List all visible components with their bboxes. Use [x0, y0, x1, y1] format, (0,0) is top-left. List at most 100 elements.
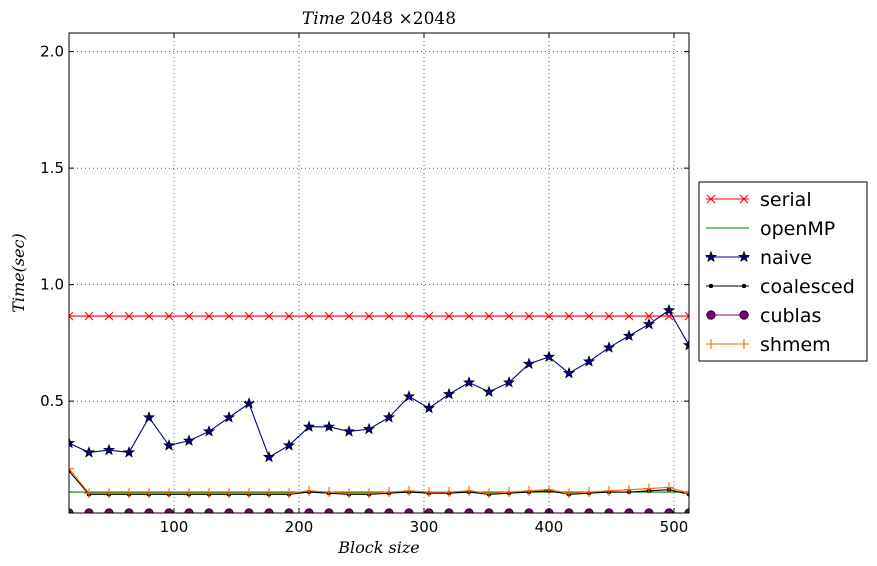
data-point-shmem	[84, 488, 94, 499]
data-point-shmem	[284, 488, 294, 499]
data-point-shmem	[264, 488, 274, 499]
data-point-naive	[82, 446, 96, 458]
legend-marker	[741, 283, 747, 289]
data-point-shmem	[544, 484, 554, 495]
data-point-serial	[124, 311, 134, 321]
legend-marker	[706, 339, 716, 349]
data-point-naive	[402, 390, 416, 402]
plot-background	[69, 33, 689, 513]
data-point-naive	[182, 434, 196, 446]
x-tick-label: 200	[285, 518, 314, 536]
y-tick-label: 0.5	[40, 392, 64, 410]
data-point-serial	[584, 311, 594, 321]
x-tick-label: 400	[535, 518, 564, 536]
legend-item-cublas: cublas	[706, 305, 821, 327]
data-point-naive	[602, 341, 616, 353]
legend-marker	[708, 283, 714, 289]
data-point-serial	[324, 311, 334, 321]
legend-label: serial	[760, 189, 812, 211]
data-point-serial	[604, 311, 614, 321]
data-point-naive	[262, 450, 276, 463]
data-point-shmem	[604, 485, 614, 496]
data-point-shmem	[164, 488, 174, 499]
data-point-shmem	[344, 488, 354, 499]
grid-lines	[69, 33, 689, 513]
series-line-coalesced	[69, 470, 689, 495]
series-shmem	[69, 463, 689, 499]
data-point-shmem	[624, 484, 634, 495]
legend: serial openMP naive coalesced cublas shmem	[698, 181, 868, 362]
legend-label: openMP	[760, 218, 835, 240]
legend-marker	[739, 339, 749, 349]
data-point-shmem	[424, 487, 434, 498]
x-tick-label: 500	[660, 518, 689, 536]
legend-label: shmem	[760, 334, 831, 356]
data-point-shmem	[124, 488, 134, 499]
data-point-shmem	[104, 488, 114, 499]
tick-labels: 100 200 300 400 500 0.5 1.0 1.5 2.0	[40, 43, 688, 536]
data-point-shmem	[504, 487, 514, 498]
data-point-naive	[69, 436, 76, 449]
data-point-serial	[524, 311, 534, 321]
data-point-shmem	[204, 488, 214, 499]
series-layer	[69, 303, 689, 513]
data-point-shmem	[69, 463, 74, 474]
data-point-naive	[422, 401, 436, 414]
legend-item-coalesced: coalesced	[706, 276, 855, 298]
data-point-naive	[282, 439, 296, 451]
legend-label: cublas	[760, 305, 821, 327]
data-point-serial	[404, 311, 414, 321]
legend-marker	[706, 310, 716, 320]
legend-marker	[737, 250, 751, 263]
data-point-shmem	[464, 485, 474, 496]
data-point-serial	[204, 311, 214, 321]
data-point-naive	[622, 329, 636, 342]
legend-frame	[698, 181, 868, 362]
data-point-naive	[222, 411, 236, 423]
data-point-shmem	[364, 488, 374, 499]
data-point-serial	[364, 311, 374, 321]
legend-item-naive: naive	[704, 247, 812, 269]
series-serial	[69, 311, 689, 321]
y-tick-label: 1.5	[40, 159, 64, 177]
data-point-serial	[504, 311, 514, 321]
chart-title: Time 2048 ×2048	[302, 9, 456, 29]
y-axis-title: Time(sec)	[9, 233, 28, 313]
y-tick-label: 2.0	[40, 43, 64, 61]
data-point-serial	[464, 311, 474, 321]
data-point-serial	[624, 311, 634, 321]
data-point-serial	[304, 311, 314, 321]
data-point-shmem	[324, 487, 334, 498]
data-point-shmem	[644, 483, 654, 494]
data-point-naive	[542, 350, 556, 363]
data-point-serial	[444, 311, 454, 321]
data-point-naive	[122, 446, 136, 458]
series-cublas	[69, 508, 689, 513]
data-point-naive	[382, 411, 396, 423]
data-point-shmem	[244, 488, 254, 499]
data-point-shmem	[224, 488, 234, 499]
data-point-serial	[644, 311, 654, 321]
data-point-serial	[264, 311, 274, 321]
data-point-naive	[242, 397, 256, 409]
data-point-serial	[424, 311, 434, 321]
chart-title-rest: 2048 ×2048	[350, 9, 456, 29]
x-tick-label: 100	[160, 518, 189, 536]
data-point-shmem	[524, 485, 534, 496]
data-point-naive	[202, 425, 216, 437]
data-point-shmem	[684, 488, 689, 499]
plot-frame	[68, 32, 690, 514]
data-point-shmem	[384, 487, 394, 498]
data-point-naive	[162, 439, 176, 451]
data-point-shmem	[184, 488, 194, 499]
data-point-naive	[142, 411, 156, 423]
legend-marker	[739, 194, 749, 204]
data-point-serial	[144, 311, 154, 321]
data-point-naive	[462, 376, 476, 388]
data-point-shmem	[304, 485, 314, 496]
legend-label: naive	[760, 247, 812, 269]
data-point-serial	[84, 311, 94, 321]
data-point-serial	[284, 311, 294, 321]
data-point-naive	[562, 366, 576, 379]
